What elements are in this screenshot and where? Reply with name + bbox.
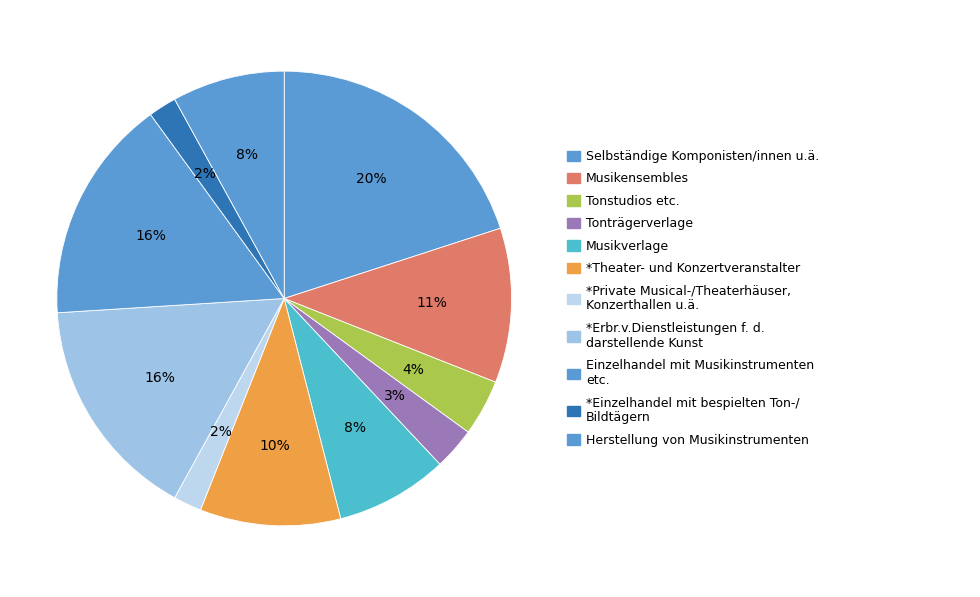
Wedge shape: [284, 228, 512, 382]
Text: 8%: 8%: [236, 149, 259, 162]
Text: 4%: 4%: [403, 363, 424, 377]
Legend: Selbständige Komponisten/innen u.ä., Musikensembles, Tonstudios etc., Tonträgerv: Selbständige Komponisten/innen u.ä., Mus…: [567, 150, 819, 447]
Wedge shape: [57, 115, 284, 313]
Text: 3%: 3%: [384, 389, 406, 403]
Wedge shape: [284, 71, 501, 298]
Text: 2%: 2%: [194, 167, 216, 181]
Wedge shape: [174, 298, 284, 510]
Wedge shape: [284, 298, 440, 519]
Wedge shape: [201, 298, 341, 526]
Text: 11%: 11%: [416, 296, 447, 310]
Text: 20%: 20%: [356, 172, 386, 186]
Wedge shape: [57, 298, 284, 498]
Text: 8%: 8%: [344, 421, 367, 435]
Text: 10%: 10%: [260, 439, 290, 453]
Text: 16%: 16%: [144, 371, 174, 384]
Wedge shape: [284, 298, 468, 464]
Text: 2%: 2%: [211, 425, 232, 439]
Wedge shape: [284, 298, 496, 432]
Wedge shape: [151, 99, 284, 298]
Text: 16%: 16%: [135, 229, 166, 242]
Wedge shape: [174, 71, 284, 298]
